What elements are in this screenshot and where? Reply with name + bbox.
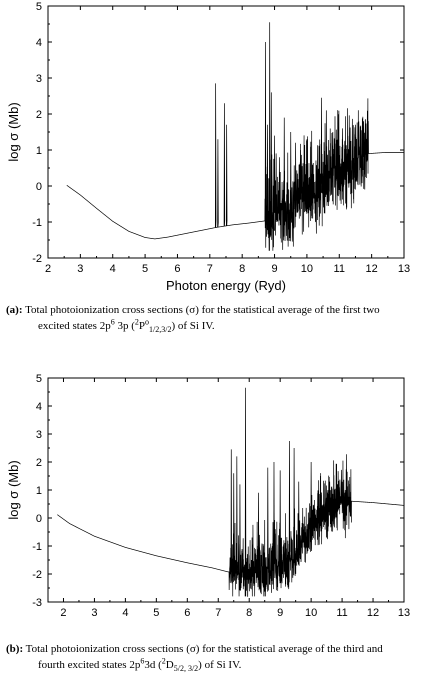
chart-a-y-tick-label: 4 xyxy=(36,37,42,49)
chart-a-x-tick-label: 3 xyxy=(77,263,83,275)
caption-b-label: (b): xyxy=(6,643,24,655)
chart-b-x-tick-label: 12 xyxy=(367,607,379,619)
chart-b-y-tick-label: 4 xyxy=(36,401,42,413)
chart-b-y-tick-label: -2 xyxy=(32,569,42,581)
chart-a-x-tick-label: 8 xyxy=(239,263,245,275)
chart-b-x-tick-label: 13 xyxy=(398,607,410,619)
caption-b-line1: Total photoionization cross sections (σ)… xyxy=(25,643,383,655)
chart-b-y-tick-label: 2 xyxy=(36,457,42,469)
chart-a-x-tick-label: 4 xyxy=(110,263,116,275)
chart-a-x-tick-label: 9 xyxy=(271,263,277,275)
chart-a-x-tick-label: 10 xyxy=(301,263,313,275)
chart-a-y-tick-label: 1 xyxy=(36,145,42,157)
chart-b-y-tick-label: -3 xyxy=(32,597,42,609)
chart-a-y-tick-label: 0 xyxy=(36,181,42,193)
chart-a-x-tick-label: 6 xyxy=(174,263,180,275)
chart-a-series-line xyxy=(66,22,404,251)
chart-a-x-tick-label: 5 xyxy=(142,263,148,275)
chart-b-x-tick-label: 9 xyxy=(277,607,283,619)
chart-a-y-tick-label: 3 xyxy=(36,73,42,85)
chart-b-x-tick-label: 4 xyxy=(122,607,128,619)
chart-b-y-tick-label: 1 xyxy=(36,485,42,497)
chart-b-x-axis-label: Photon energy (Ryd) xyxy=(166,622,286,624)
caption-a: (a): Total photoionization cross section… xyxy=(6,302,428,334)
chart-a-x-tick-label: 7 xyxy=(207,263,213,275)
chart-b-y-tick-label: -1 xyxy=(32,541,42,553)
chart-b-x-tick-label: 11 xyxy=(336,607,347,619)
chart-b-y-tick-label: 5 xyxy=(36,373,42,385)
caption-a-label: (a): xyxy=(6,304,23,316)
chart-b-x-tick-label: 3 xyxy=(91,607,97,619)
chart-b-series-line xyxy=(57,387,405,597)
chart-b-y-axis-label: log σ (Mb) xyxy=(6,460,21,519)
caption-a-line2: excited states 2p6 3p (2Po1/2,3/2) of Si… xyxy=(38,317,215,335)
caption-b-line2: fourth excited states 2p63d (2D5/2, 3/2)… xyxy=(38,656,242,674)
chart-b-x-tick-label: 7 xyxy=(215,607,221,619)
chart-a-y-axis-label: log σ (Mb) xyxy=(6,102,21,161)
chart-b-y-tick-label: 3 xyxy=(36,429,42,441)
chart-a-y-tick-label: -2 xyxy=(32,253,42,265)
caption-a-line1: Total photoionization cross sections (σ)… xyxy=(25,304,380,316)
chart-a-y-tick-label: 2 xyxy=(36,109,42,121)
chart-a-x-axis-label: Photon energy (Ryd) xyxy=(166,278,286,293)
chart-b-x-tick-label: 6 xyxy=(184,607,190,619)
chart-a-x-tick-label: 11 xyxy=(334,263,345,275)
caption-b: (b): Total photoionization cross section… xyxy=(6,641,428,673)
chart-b-x-tick-label: 8 xyxy=(246,607,252,619)
chart-a-x-tick-label: 13 xyxy=(398,263,410,275)
chart-b-x-tick-label: 2 xyxy=(60,607,66,619)
chart-a-y-tick-label: 5 xyxy=(36,1,42,13)
chart-a-x-tick-label: 12 xyxy=(366,263,378,275)
chart-b-x-tick-label: 5 xyxy=(153,607,159,619)
chart-b-y-tick-label: 0 xyxy=(36,513,42,525)
chart-b-x-tick-label: 10 xyxy=(305,607,317,619)
chart-a-y-tick-label: -1 xyxy=(32,217,42,229)
chart-a-x-tick-label: 2 xyxy=(45,263,51,275)
